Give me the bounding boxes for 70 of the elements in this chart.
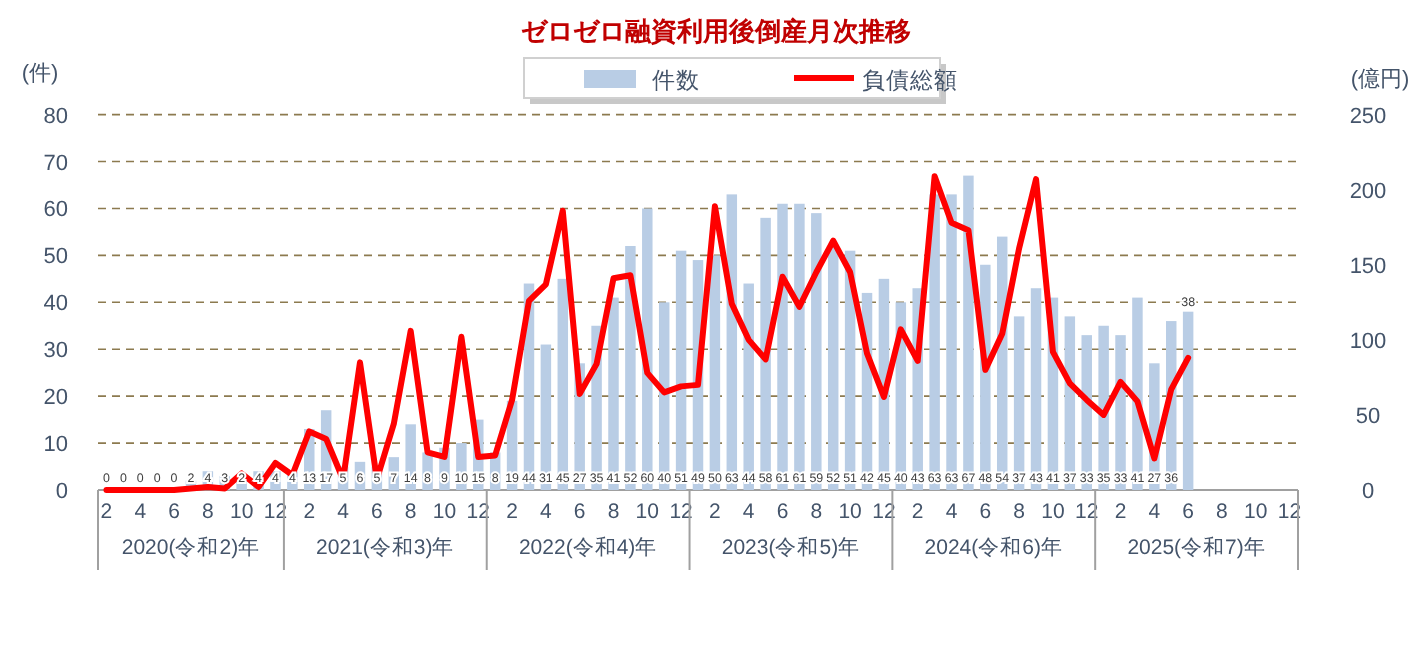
x-tick-label: 6 <box>776 500 789 524</box>
x-tick-label: 4 <box>1148 500 1161 524</box>
x-tick-label: 2 <box>303 500 316 524</box>
x-tick-label: 10 <box>1244 500 1268 524</box>
bar <box>608 297 619 490</box>
text: 2022(令和4)年 <box>518 534 658 560</box>
y-tick-label: 0 <box>55 480 68 504</box>
bar <box>1098 325 1109 490</box>
x-tick-label: 4 <box>337 500 350 524</box>
y-tick-label: 10 <box>43 433 68 458</box>
x-tick-label: 6 <box>168 500 181 524</box>
y-tick-label: 70 <box>43 151 68 176</box>
x-tick-label: 8 <box>810 500 823 524</box>
text: 2023(令和5)年 <box>721 534 861 560</box>
text: 2025(令和7)年 <box>1127 534 1266 560</box>
bar <box>794 203 805 490</box>
text: 2024(令和6)年 <box>924 534 1063 560</box>
x-tick-label: 8 <box>607 500 620 524</box>
y-tick-label: 30 <box>43 339 68 364</box>
chart-title: ゼロゼロ融資利用後倒産月次推移 <box>521 16 911 46</box>
x-tick-label: 6 <box>979 500 992 524</box>
x-tick-label: 4 <box>134 500 147 524</box>
x-tick-label: 4 <box>540 500 553 524</box>
bar <box>929 194 940 490</box>
y2-axis-title: (億円) <box>1350 66 1410 92</box>
bar <box>963 175 974 490</box>
legend-label: 負債総額 <box>862 66 958 94</box>
x-tick-label: 6 <box>1182 500 1195 524</box>
x-tick-label: 4 <box>945 500 958 524</box>
y2-tick-label: 0 <box>1361 480 1375 504</box>
x-tick-label: 2 <box>1114 500 1127 524</box>
bar <box>777 203 788 490</box>
bar <box>743 283 754 490</box>
y-tick-label: 20 <box>43 386 68 411</box>
legend-label: 件数 <box>652 68 700 94</box>
y2-tick-label: 150 <box>1349 254 1387 279</box>
y2-tick-label: 50 <box>1355 404 1381 429</box>
x-tick-label: 10 <box>432 500 457 524</box>
x-tick-label: 2 <box>709 500 722 524</box>
y-tick-label: 40 <box>43 292 68 317</box>
x-tick-label: 10 <box>635 500 660 524</box>
y-tick-label: 50 <box>43 245 68 270</box>
bar <box>1182 311 1194 490</box>
x-tick-label: 8 <box>404 500 417 524</box>
y-tick-label: 60 <box>43 198 68 223</box>
x-tick-label: 2 <box>911 500 924 524</box>
x-tick-label: 10 <box>229 500 254 524</box>
y-axis-title: (件) <box>21 62 59 86</box>
y-tick-label: 80 <box>43 104 68 129</box>
bar <box>946 194 957 490</box>
text: 2020(令和2)年 <box>121 534 261 560</box>
y2-tick-label: 100 <box>1349 329 1387 354</box>
bar <box>811 213 822 490</box>
x-tick-label: 6 <box>371 500 384 524</box>
x-tick-label: 10 <box>838 500 863 524</box>
bar <box>760 217 771 490</box>
x-tick-label: 8 <box>1013 500 1026 524</box>
y2-tick-label: 200 <box>1349 179 1387 204</box>
bar <box>642 208 653 490</box>
y2-tick-label: 250 <box>1349 104 1387 129</box>
x-tick-label: 8 <box>1216 500 1229 524</box>
x-tick-label: 2 <box>506 500 519 524</box>
x-tick-label: 2 <box>100 500 113 524</box>
x-tick-label: 4 <box>742 500 755 524</box>
bar <box>1081 335 1092 490</box>
bar <box>625 245 636 490</box>
x-tick-label: 10 <box>1041 500 1065 524</box>
x-tick-label: 8 <box>202 500 215 524</box>
x-tick-label: 6 <box>573 500 586 524</box>
text: 2021(令和3)年 <box>316 534 455 560</box>
